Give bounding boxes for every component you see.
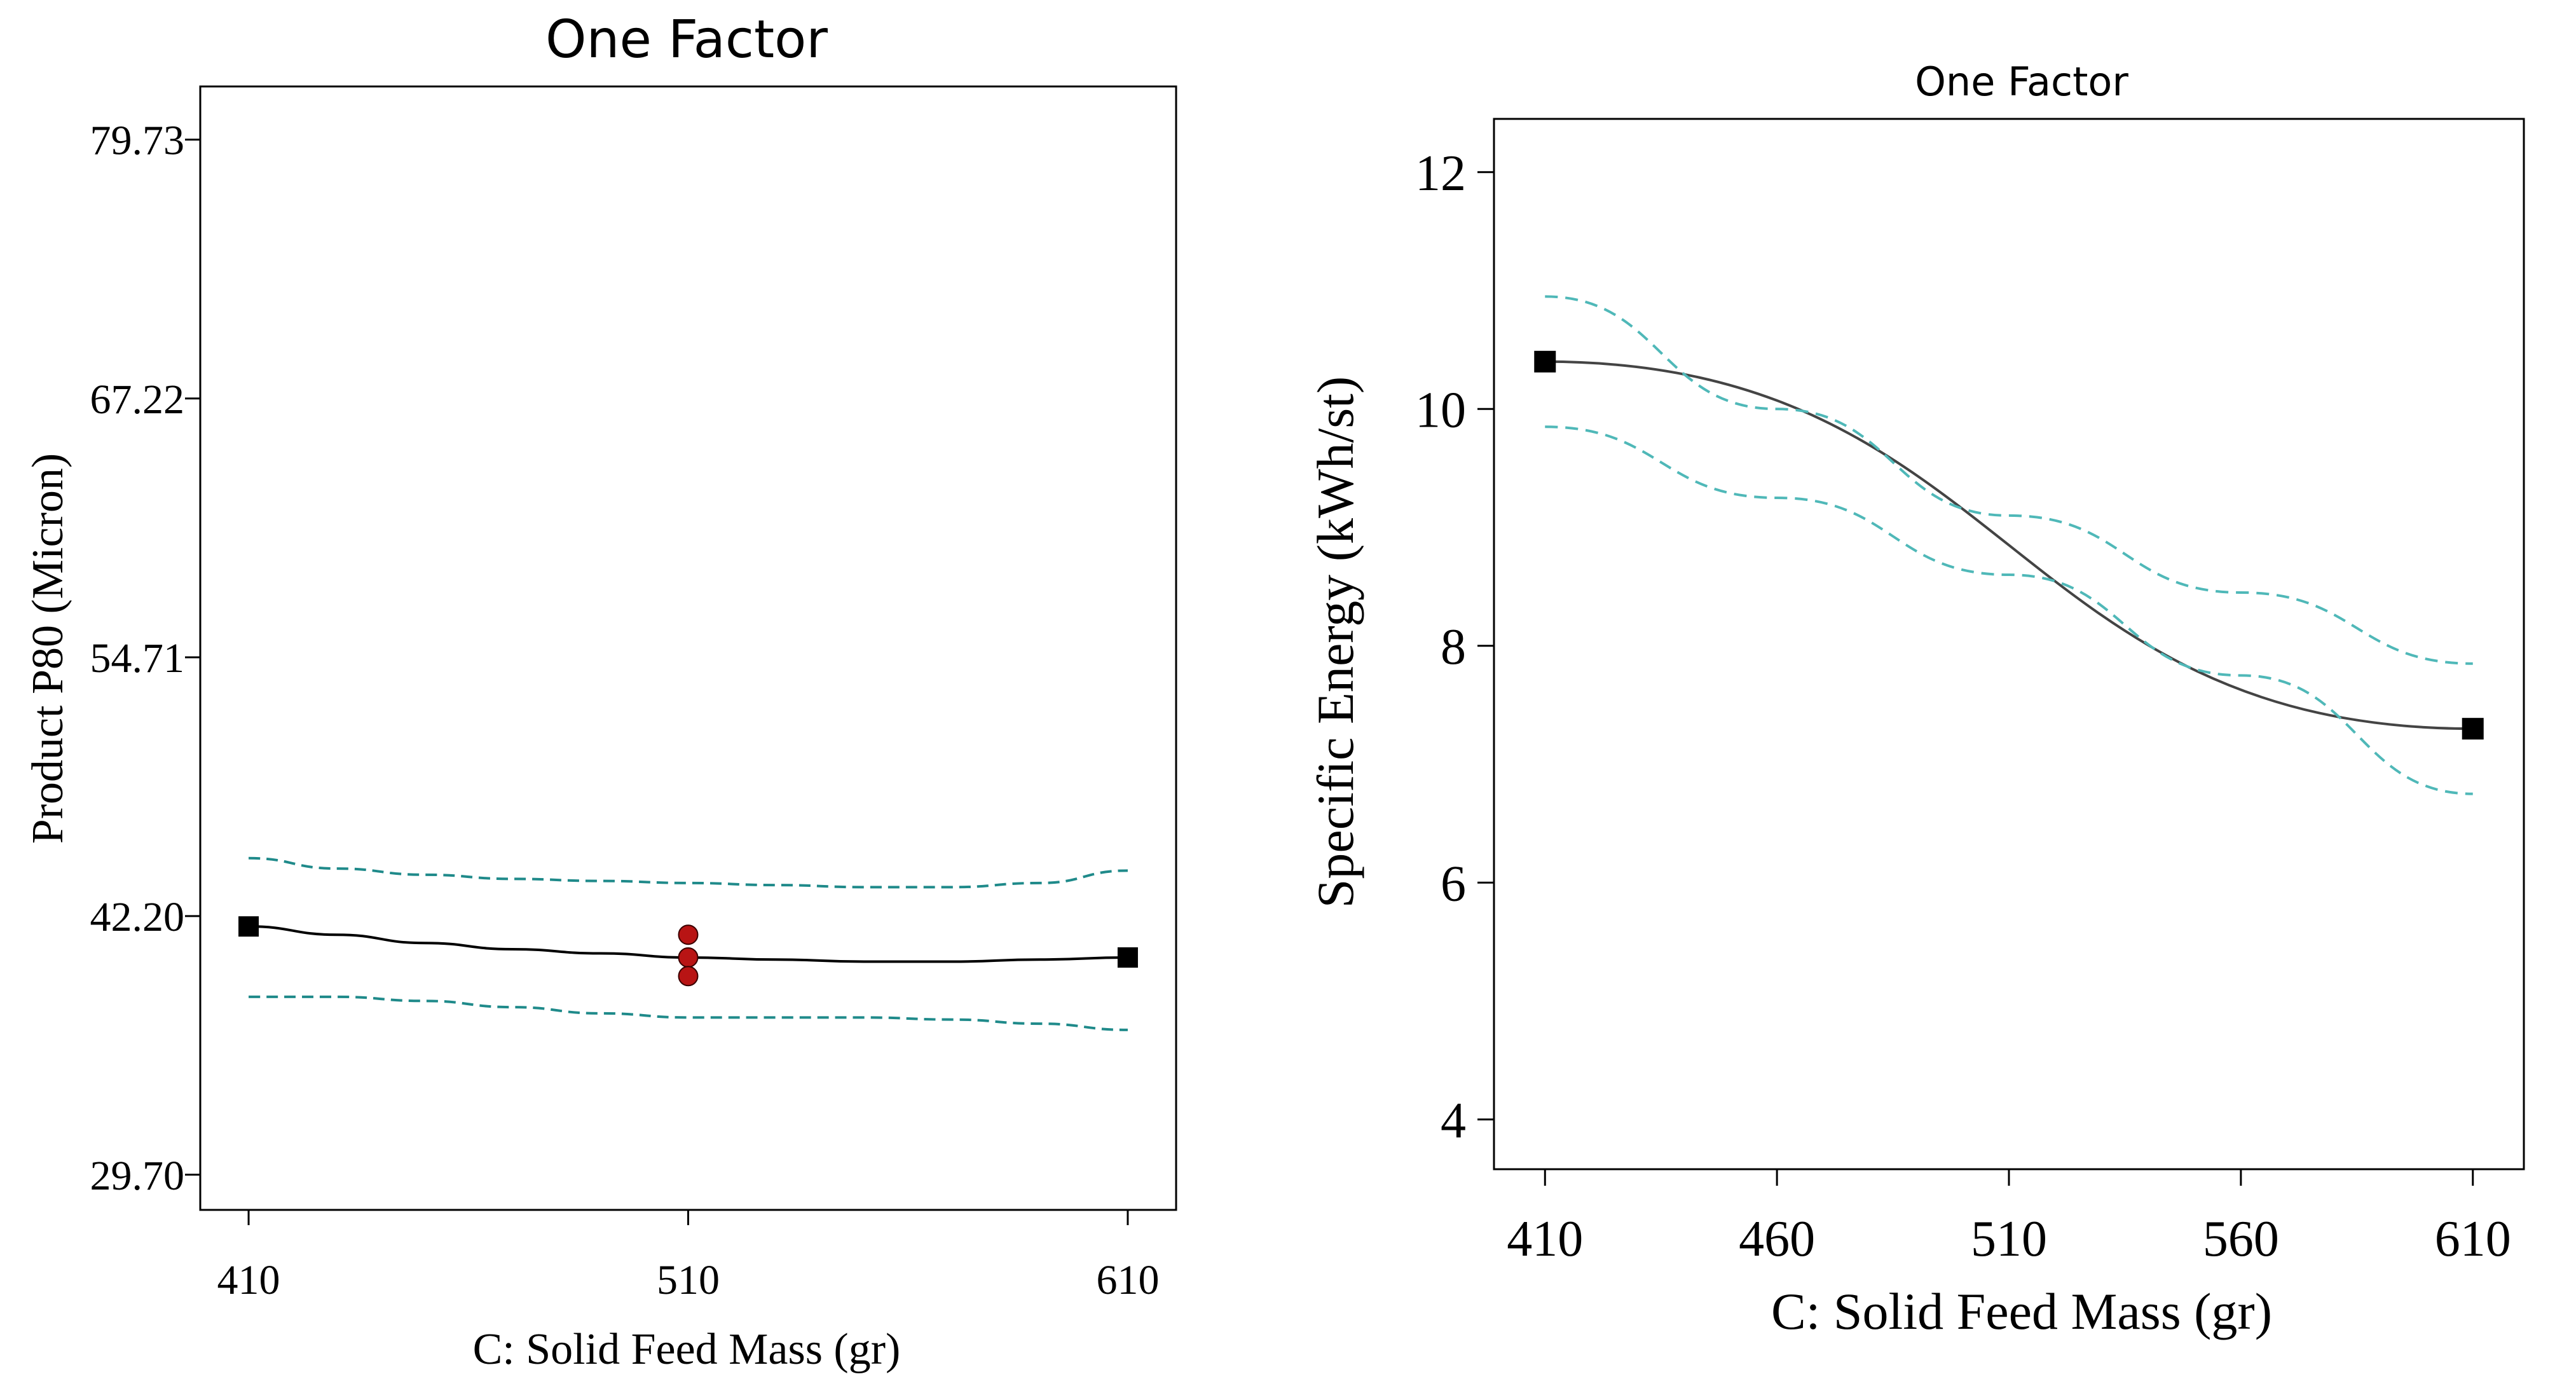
chart-left-plot-frame bbox=[199, 85, 1177, 1211]
right-y-tick-label: 4 bbox=[1441, 1093, 1466, 1149]
left-lower-confidence-band bbox=[249, 995, 1128, 1031]
right-endpoint-marker bbox=[1534, 350, 1556, 373]
right-prediction-line bbox=[1545, 360, 2473, 731]
left-design-point bbox=[678, 947, 699, 968]
right-x-tick-label: 560 bbox=[2203, 1211, 2279, 1267]
right-y-tick-label: 6 bbox=[1441, 856, 1466, 912]
chart-right-plot-frame bbox=[1493, 118, 2525, 1170]
chart-right-title: One Factor bbox=[1915, 58, 2128, 105]
chart-left-points bbox=[238, 916, 1138, 987]
chart-left-xlabel: C: Solid Feed Mass (gr) bbox=[473, 1325, 901, 1374]
chart-left-series bbox=[249, 856, 1128, 1031]
left-y-tick-label: 29.70 bbox=[90, 1153, 185, 1199]
right-y-tick-label: 10 bbox=[1415, 382, 1466, 438]
right-x-tick-label: 460 bbox=[1739, 1211, 1815, 1267]
left-y-tick-label: 67.22 bbox=[90, 376, 185, 423]
right-x-tick-label: 510 bbox=[1971, 1211, 2047, 1267]
left-prediction-line bbox=[249, 925, 1128, 963]
chart-left-y-ticks: 29.70 42.20 54.71 67.22 79.73 bbox=[90, 118, 200, 1199]
chart-right: One Factor 4 6 8 10 12 410 460 510 560 610 Speci… bbox=[1306, 58, 2525, 1340]
left-x-tick-label: 410 bbox=[217, 1257, 280, 1303]
chart-right-xlabel: C: Solid Feed Mass (gr) bbox=[1771, 1282, 2272, 1340]
left-y-tick-label: 42.20 bbox=[90, 894, 185, 940]
chart-left-ylabel: Product P80 (Micron) bbox=[24, 453, 72, 844]
right-x-tick-label: 410 bbox=[1507, 1211, 1583, 1267]
chart-right-series bbox=[1545, 295, 2473, 795]
chart-left: One Factor 29.70 42.20 54.71 67.22 79.73 410… bbox=[24, 10, 1177, 1374]
left-x-tick-label: 610 bbox=[1096, 1257, 1159, 1303]
left-y-tick-label: 54.71 bbox=[90, 635, 185, 682]
chart-right-points bbox=[1534, 350, 2484, 740]
left-endpoint-marker bbox=[1117, 947, 1138, 968]
chart-right-ylabel: Specific Energy (kWh/st) bbox=[1306, 376, 1364, 908]
chart-left-x-ticks: 410 510 610 bbox=[217, 1210, 1159, 1303]
right-y-tick-label: 8 bbox=[1441, 619, 1466, 675]
right-upper-confidence-band bbox=[1545, 295, 2473, 665]
left-y-tick-label: 79.73 bbox=[90, 118, 185, 164]
right-y-tick-label: 12 bbox=[1415, 146, 1466, 202]
chart-left-title: One Factor bbox=[545, 10, 828, 70]
left-design-point bbox=[678, 924, 699, 945]
chart-right-y-ticks: 4 6 8 10 12 bbox=[1415, 146, 1494, 1149]
right-endpoint-marker bbox=[2462, 718, 2484, 740]
left-design-point bbox=[678, 966, 699, 987]
left-upper-confidence-band bbox=[249, 856, 1128, 889]
chart-right-x-ticks: 410 460 510 560 610 bbox=[1507, 1169, 2511, 1267]
left-endpoint-marker bbox=[238, 916, 259, 937]
right-lower-confidence-band bbox=[1545, 425, 2473, 795]
right-x-tick-label: 610 bbox=[2435, 1211, 2511, 1267]
left-x-tick-label: 510 bbox=[657, 1257, 720, 1303]
